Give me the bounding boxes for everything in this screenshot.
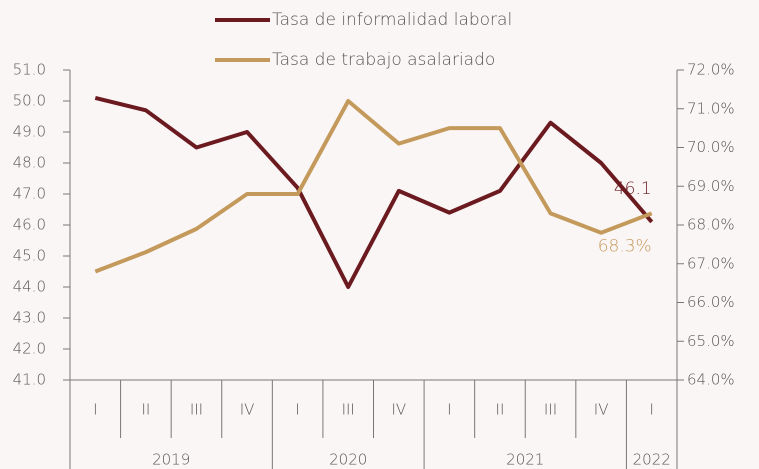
y2-tick-label: 72.0% (687, 61, 735, 79)
y-tick-label: 45.0 (13, 247, 46, 265)
y2-tick-label: 64.0% (687, 371, 735, 389)
data-label: 68.3% (598, 236, 652, 256)
y2-tick-label: 68.0% (687, 216, 735, 234)
legend-label: Tasa de trabajo asalariado (272, 50, 495, 70)
y2-tick-label: 67.0% (687, 254, 735, 272)
x-tick-label: IV (391, 401, 406, 419)
x-tick-label: II (496, 401, 505, 419)
x-group-label: 2021 (506, 451, 544, 469)
x-tick-label: I (93, 401, 97, 419)
x-tick-label: III (342, 401, 355, 419)
y-tick-label: 41.0 (13, 371, 46, 389)
y-tick-label: 44.0 (13, 278, 46, 296)
y-tick-label: 46.0 (13, 216, 46, 234)
y-tick-label: 50.0 (13, 92, 46, 110)
y2-tick-label: 65.0% (687, 332, 735, 350)
y-tick-label: 48.0 (13, 154, 46, 172)
y-tick-label: 43.0 (13, 309, 46, 327)
chart: 41.0 42.0 43.0 44.0 45.0 46.0 47.0 48.0 49.0 50.0… (0, 0, 759, 469)
x-tick-label: I (649, 401, 653, 419)
x-tick-label: III (544, 401, 557, 419)
y2-tick-label: 71.0% (687, 99, 735, 117)
x-tick-label: IV (240, 401, 255, 419)
data-label: 46.1 (614, 179, 652, 199)
x-tick-label: III (190, 401, 203, 419)
y-tick-label: 49.0 (13, 123, 46, 141)
y-tick-label: 42.0 (13, 340, 46, 358)
y2-tick-label: 70.0% (687, 138, 735, 156)
y-tick-label: 47.0 (13, 185, 46, 203)
background (0, 0, 759, 469)
x-group-label: 2022 (633, 451, 671, 469)
x-group-label: 2019 (152, 451, 190, 469)
legend-label: Tasa de informalidad laboral (272, 10, 512, 30)
y2-tick-label: 69.0% (687, 177, 735, 195)
x-tick-label: II (141, 401, 150, 419)
x-tick-label: I (447, 401, 451, 419)
y2-tick-label: 66.0% (687, 293, 735, 311)
x-tick-label: I (295, 401, 299, 419)
x-tick-label: IV (594, 401, 609, 419)
y-tick-label: 51.0 (13, 61, 46, 79)
x-group-label: 2020 (329, 451, 367, 469)
